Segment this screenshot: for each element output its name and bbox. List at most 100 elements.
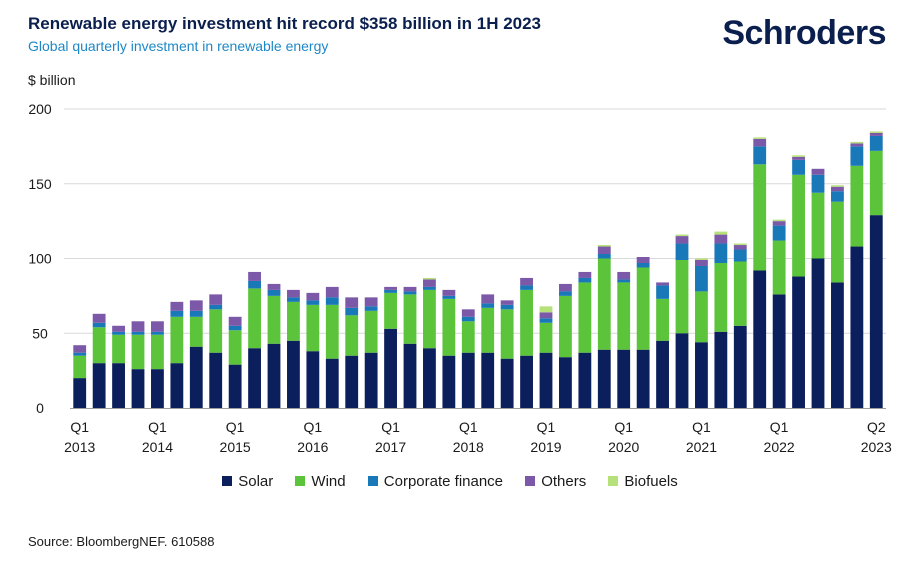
bar-segment (151, 321, 164, 332)
x-tick-label: 2014 (142, 439, 173, 455)
bar-segment (578, 271, 592, 278)
x-tick-label: Q1 (381, 419, 400, 435)
bar-segment (831, 282, 844, 408)
bar-segment (869, 150, 883, 216)
bar-segment (753, 137, 767, 139)
x-tick-label: Q1 (692, 419, 711, 435)
bar-segment (209, 304, 223, 310)
bar-segment (267, 295, 281, 344)
bar-segment (714, 231, 728, 235)
bar-segment (423, 279, 436, 287)
bar-segment (559, 283, 572, 292)
bar-segment (597, 258, 611, 350)
bar-segment (92, 363, 106, 408)
chart-title: Renewable energy investment hit record $… (28, 14, 542, 33)
bar-segment (714, 243, 728, 263)
bar-segment (228, 325, 242, 331)
bar-segment (675, 243, 689, 260)
bar-segment (151, 369, 164, 408)
y-tick-label: 150 (28, 176, 52, 192)
bar-segment (656, 285, 669, 299)
legend-swatch (525, 475, 536, 486)
y-tick-label: 100 (28, 251, 52, 267)
x-tick-label: Q1 (770, 419, 789, 435)
bar-segment (345, 307, 359, 316)
bar-segment (850, 146, 864, 166)
bar-segment (481, 303, 495, 308)
bar-segment (656, 298, 669, 341)
bar-segment (403, 286, 417, 292)
bar-segment (73, 378, 87, 408)
bar-segment (287, 289, 300, 298)
bar-segment (520, 285, 533, 290)
legend-swatch (222, 475, 233, 486)
bar-segment (73, 345, 87, 353)
legend-label: Others (541, 472, 587, 490)
bar-segment (869, 135, 883, 151)
bar-segment (539, 318, 553, 323)
bar-segment (73, 352, 87, 356)
bar-segment (189, 346, 203, 408)
legend-label: Wind (311, 472, 346, 490)
bar-segment (559, 295, 572, 358)
bar-segment (733, 325, 747, 408)
y-tick-label: 50 (32, 325, 48, 341)
legend-item-solar: Solar (222, 473, 273, 490)
bar-segment (714, 234, 728, 244)
bar-segment (209, 294, 223, 305)
bar-segment (617, 279, 631, 283)
bar-segment (325, 358, 339, 408)
bar-segment (753, 270, 767, 408)
bar-segment (287, 301, 300, 341)
bar-segment (675, 234, 689, 237)
bar-segment (753, 164, 767, 271)
legend-label: Corporate finance (383, 472, 504, 490)
bar-segment (733, 243, 747, 246)
bar-segment (733, 261, 747, 326)
bar-segment (831, 191, 844, 202)
bar-segment (248, 288, 261, 349)
bar-segment (675, 236, 689, 244)
bar-segment (850, 143, 864, 147)
bar-segment (403, 291, 417, 295)
bar-segment (869, 132, 883, 136)
x-tick-label: 2021 (686, 439, 717, 455)
bar-segment (131, 369, 145, 408)
x-tick-label: Q1 (614, 419, 633, 435)
bar-segment (481, 352, 495, 408)
bar-segment (597, 349, 611, 408)
bar-segment (753, 146, 767, 165)
bar-segment (733, 245, 747, 250)
bar-segment (695, 342, 708, 408)
bar-segment (325, 304, 339, 359)
bar-segment (811, 192, 825, 259)
bar-segment (714, 331, 728, 408)
legend-item-corporate-finance: Corporate finance (367, 472, 504, 490)
bar-segment (209, 309, 223, 353)
x-tick-label: Q2 (867, 419, 886, 435)
legend-label: Solar (238, 472, 274, 490)
bar-segment (500, 309, 514, 359)
bar-segment (131, 334, 145, 370)
legend-label: Biofuels (624, 472, 678, 490)
bar-segment (636, 262, 650, 268)
bar-segment (500, 304, 514, 310)
bar-segment (500, 358, 514, 408)
bar-segment (442, 298, 456, 356)
bar-segment (384, 292, 397, 329)
bar-segment (267, 289, 281, 296)
bar-segment (772, 219, 786, 222)
bar-segment (189, 300, 203, 311)
bar-segment (675, 333, 689, 408)
bar-segment (733, 249, 747, 262)
y-axis-unit-label: $ billion (28, 72, 76, 88)
bar-segment (811, 174, 825, 193)
bar-segment (403, 343, 417, 408)
bar-segment (112, 325, 125, 332)
bar-segment (772, 221, 786, 226)
bar-segment (792, 276, 805, 408)
bar-segment (461, 316, 475, 322)
brand-logo: Schroders (722, 14, 886, 52)
bar-segment (267, 343, 281, 408)
bar-segment (287, 297, 300, 302)
